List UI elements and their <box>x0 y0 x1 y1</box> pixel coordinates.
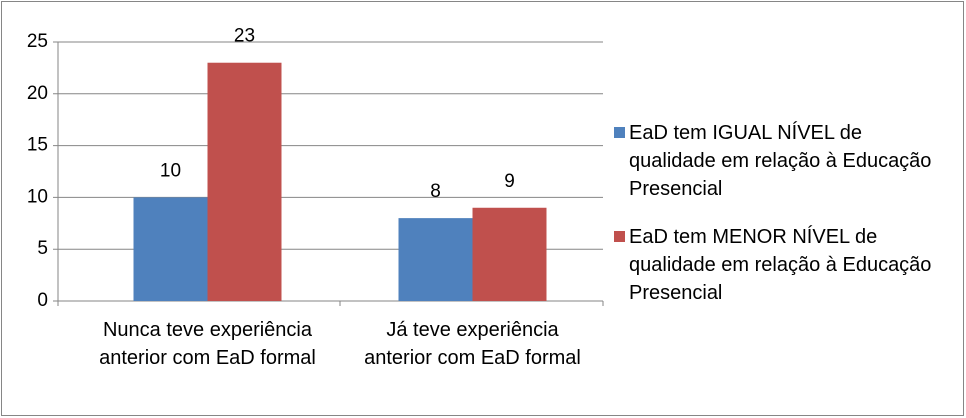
x-tick-label: Nunca teve experiência anterior com EaD … <box>99 319 316 369</box>
y-tick-label: 5 <box>37 238 48 259</box>
data-label: 9 <box>504 171 515 192</box>
x-tick-label: Já teve experiência anterior com EaD for… <box>364 319 581 369</box>
legend-swatch <box>614 231 625 242</box>
y-tick-label: 10 <box>27 186 48 207</box>
bar <box>472 207 547 301</box>
y-tick-label: 0 <box>37 290 48 311</box>
data-label: 8 <box>430 181 441 202</box>
legend-label: EaD tem IGUAL NÍVEL de qualidade em rela… <box>629 122 932 200</box>
y-tick-label: 25 <box>27 31 48 52</box>
data-label: 10 <box>160 160 181 181</box>
bar <box>133 197 208 301</box>
legend-label: EaD tem MENOR NÍVEL de qualidade em rela… <box>629 226 932 304</box>
y-tick-label: 20 <box>27 83 48 104</box>
bar <box>207 62 282 301</box>
data-label: 23 <box>234 26 255 47</box>
legend-swatch <box>614 127 625 138</box>
y-tick-label: 15 <box>27 135 48 156</box>
bar <box>398 218 473 301</box>
